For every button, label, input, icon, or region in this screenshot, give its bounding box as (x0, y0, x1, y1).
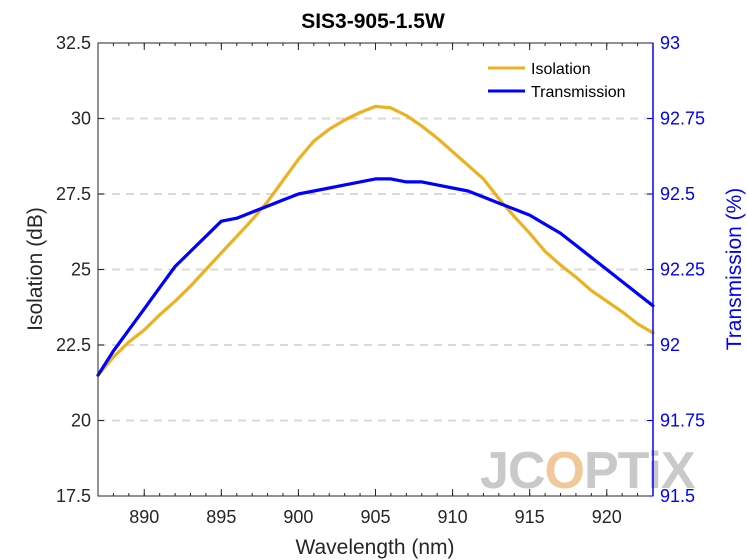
y-right-tick-label: 91.5 (660, 486, 695, 506)
x-tick-label: 910 (438, 507, 468, 527)
left-y-axis: 17.5 20 22.5 25 27.5 30 32.5 (56, 33, 104, 506)
x-tick-label: 890 (129, 507, 159, 527)
y-right-tick-label: 92.75 (660, 109, 705, 129)
y-right-tick-label: 92 (660, 335, 680, 355)
x-tick-label: 920 (592, 507, 622, 527)
x-axis-label: Wavelength (nm) (295, 536, 454, 559)
x-tick-label: 915 (515, 507, 545, 527)
watermark-suffix: PTiX (584, 442, 696, 500)
y-left-tick-label: 20 (71, 411, 91, 431)
chart-title: SIS3-905-1.5W (301, 10, 445, 33)
x-tick-label: 900 (283, 507, 313, 527)
y-right-tick-label: 92.5 (660, 184, 695, 204)
svg-text:JCOPTiX: JCOPTiX (480, 442, 696, 500)
plot-frame (97, 42, 654, 497)
series-line-isolation (96, 104, 655, 377)
series-line-transmission (96, 177, 655, 377)
watermark-mid: O (544, 442, 583, 500)
right-y-axis-label: Transmission (%) (723, 188, 746, 351)
right-y-axis: 91.5 91.75 92 92.25 92.5 92.75 93 (647, 33, 705, 506)
series-layer (96, 104, 655, 377)
legend-label-transmission: Transmission (531, 84, 626, 101)
grid-layer (98, 117, 653, 422)
y-right-tick-label: 92.25 (660, 260, 705, 280)
x-axis: 890 895 900 905 910 915 920 (97, 43, 654, 527)
y-left-tick-label: 17.5 (56, 486, 91, 506)
y-left-tick-label: 27.5 (56, 184, 91, 204)
watermark-logo: JCOPTiX (480, 442, 697, 500)
x-tick-label: 905 (360, 507, 390, 527)
watermark-prefix: JC (480, 442, 545, 500)
y-left-tick-label: 32.5 (56, 33, 91, 53)
y-right-tick-label: 93 (660, 33, 680, 53)
y-right-tick-label: 91.75 (660, 411, 705, 431)
x-tick-label: 895 (206, 507, 236, 527)
y-left-tick-label: 30 (71, 109, 91, 129)
legend: Isolation Transmission (488, 61, 626, 101)
y-left-tick-label: 22.5 (56, 335, 91, 355)
left-y-axis-label: Isolation (dB) (24, 207, 47, 331)
y-left-tick-label: 25 (71, 260, 91, 280)
legend-label-isolation: Isolation (531, 61, 591, 78)
